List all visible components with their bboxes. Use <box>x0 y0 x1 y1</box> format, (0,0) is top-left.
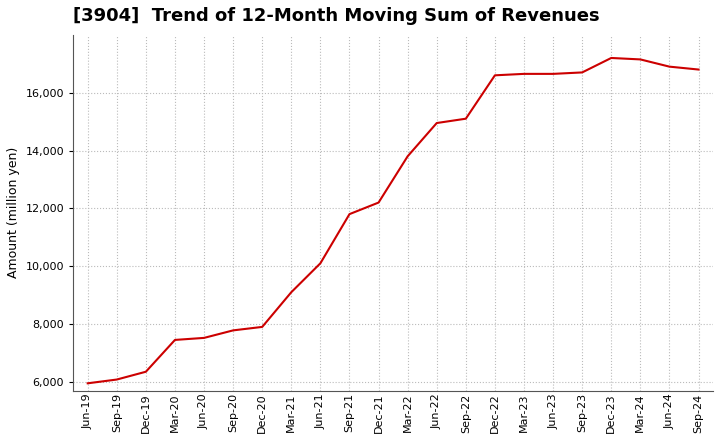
Text: [3904]  Trend of 12-Month Moving Sum of Revenues: [3904] Trend of 12-Month Moving Sum of R… <box>73 7 600 25</box>
Y-axis label: Amount (million yen): Amount (million yen) <box>7 147 20 279</box>
